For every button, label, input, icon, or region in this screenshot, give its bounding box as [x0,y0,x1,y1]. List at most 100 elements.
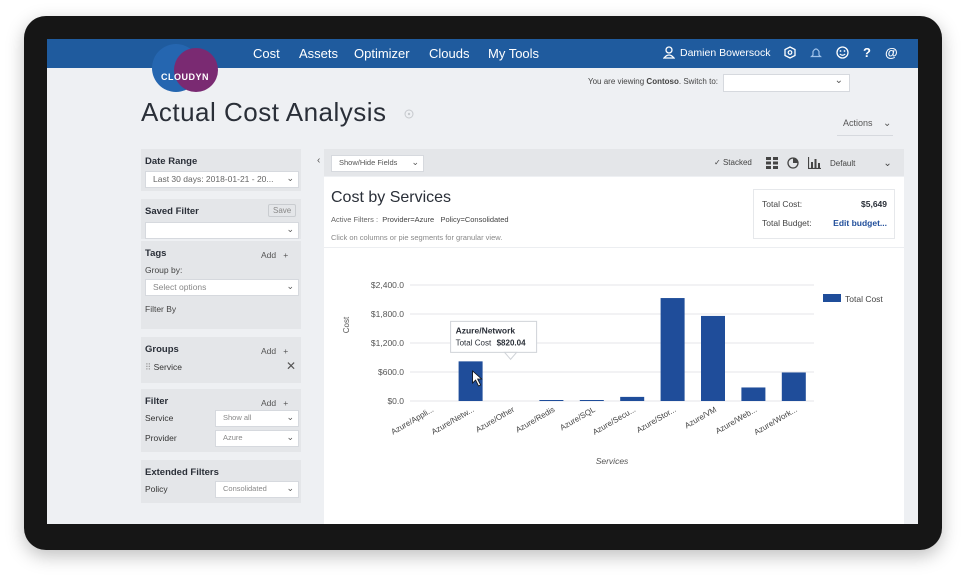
x-axis-label: Services [596,456,629,466]
smiley-icon[interactable] [836,46,849,59]
legend-label: Total Cost [845,294,883,304]
bar[interactable] [660,298,685,401]
filter-add-button[interactable]: Add + [261,398,288,408]
bar[interactable] [539,400,564,401]
pie-chart-icon[interactable] [787,157,799,169]
tooltip-box [450,320,538,353]
top-nav-bar: Cost Assets Optimizer Clouds My Tools Da… [47,39,918,68]
saved-filter-select[interactable]: ⌄ [145,222,299,239]
edit-budget-link[interactable]: Edit budget... [833,218,887,228]
nav-clouds[interactable]: Clouds [429,46,470,61]
date-range-panel: Date Range Last 30 days: 2018-01-21 - 20… [141,149,301,191]
report-title: Cost by Services [331,189,452,206]
bar[interactable] [620,396,645,401]
date-range-select[interactable]: Last 30 days: 2018-01-21 - 20... ⌄ [145,171,299,188]
y-tick-label: $1,200.0 [371,338,404,348]
filter-service-value: Show all [223,413,252,422]
tags-group-by-select[interactable]: Select options ⌄ [145,279,299,296]
policy-value: Consolidated [223,484,267,493]
totals-box: Total Cost: $5,649 Total Budget: Edit bu… [753,189,895,239]
legend-swatch [823,294,841,302]
x-tick-label: Azure/Netw... [430,405,476,437]
nav-optimizer[interactable]: Optimizer [354,46,410,61]
bar[interactable] [579,400,604,401]
x-tick-label: Azure/Secu... [591,405,637,437]
collapse-sidebar-icon[interactable]: ‹ [317,155,321,166]
filter-label: Filter [145,396,169,407]
chevron-down-icon: ⌄ [286,483,294,493]
viewing-prefix: You are viewing [588,77,645,86]
filter-service-select[interactable]: Show all ⌄ [215,410,299,427]
policy-label: Policy [145,484,168,494]
nav-my-tools[interactable]: My Tools [488,46,540,61]
groups-add-button[interactable]: Add + [261,346,288,356]
chevron-down-icon: ⌄ [286,412,294,422]
logo-circle-purple [174,48,218,92]
filter-panel: Filter Add + Service Show all ⌄ Provider… [141,389,301,452]
actions-menu[interactable]: Actions ⌄ [843,118,891,129]
table-view-icon[interactable] [766,157,778,169]
y-axis-label: Cost [342,316,351,333]
x-tick-label: Azure/Web... [714,405,758,436]
user-name[interactable]: Damien Bowersock [680,47,771,59]
x-tick-label: Azure/VM [683,405,718,431]
save-filter-button[interactable]: Save [268,204,297,217]
nav-cost[interactable]: Cost [253,46,280,61]
actions-underline [837,135,893,136]
switch-tenant-select[interactable]: ⌄ [723,74,850,92]
active-filters-label: Active Filters : [331,215,379,224]
filter-provider-select[interactable]: Azure ⌄ [215,430,299,447]
cost-bar-chart[interactable]: $0.0 $600.0 $1,200.0 $1,800.0 $2,400.0 Cost Az… [324,257,904,524]
x-tick-label: Azure/Work... [752,405,798,437]
help-icon[interactable]: ? [863,45,871,60]
chevron-down-icon: ⌄ [286,224,294,234]
show-hide-fields-label: Show/Hide Fields [339,158,398,167]
info-icon[interactable] [404,109,414,119]
bar[interactable] [701,315,725,401]
user-icon [663,46,675,59]
groups-panel: Groups Add + ⠿ Service ✕ [141,337,301,383]
total-budget-label: Total Budget: [762,218,812,228]
cloudyn-logo[interactable]: CLOUDYN [152,44,218,94]
show-hide-fields-select[interactable]: Show/Hide Fields ⌄ [331,155,424,172]
chevron-down-icon: ⌄ [834,75,843,86]
filter-provider-value: Azure [223,433,243,442]
tooltip-category: Azure/Network [456,325,516,335]
remove-group-icon[interactable]: ✕ [286,359,297,373]
bar[interactable] [781,372,806,401]
x-tick-label: Azure/Other [474,405,516,435]
stacked-checkbox[interactable]: ✓ Stacked [714,158,752,167]
at-icon[interactable]: @ [885,45,898,60]
y-tick-label: $0.0 [387,396,404,406]
app-screen: Cost Assets Optimizer Clouds My Tools Da… [47,39,918,524]
extended-filters-label: Extended Filters [145,467,219,478]
settings-icon[interactable] [784,46,796,59]
nav-assets[interactable]: Assets [299,46,339,61]
x-tick-label: Azure/Stor... [635,405,678,435]
bar-chart-icon[interactable] [808,157,821,169]
active-filters: Active Filters : Provider=Azure Policy=C… [331,215,509,224]
bell-icon[interactable] [810,46,822,59]
tags-add-button[interactable]: Add + [261,250,288,260]
total-cost-label: Total Cost: [762,199,803,209]
bar[interactable] [741,387,766,401]
policy-select[interactable]: Consolidated ⌄ [215,481,299,498]
tags-label: Tags [145,248,167,259]
drag-handle-icon: ⠿ [145,362,152,372]
filter-by-label: Filter By [145,304,177,314]
checkmark-icon: ✓ [714,158,721,167]
default-view-select[interactable]: Default ⌄ [830,158,892,169]
active-filter-policy: Policy=Consolidated [440,215,509,224]
plus-icon: + [283,398,289,408]
filter-add-label: Add [261,398,277,408]
report-toolbar: ‹ Show/Hide Fields ⌄ ✓ Stacked Default ⌄ [317,149,904,176]
group-item-service[interactable]: ⠿ Service [145,362,182,373]
filter-provider-label: Provider [145,433,177,443]
report-card: Cost by Services Active Filters : Provid… [324,177,904,524]
filter-service-label: Service [145,413,174,423]
plus-icon: + [283,250,289,260]
groups-add-label: Add [261,346,277,356]
tenant-name: Contoso [646,77,679,86]
logo-text: CLOUDYN [161,72,209,82]
y-tick-label: $2,400.0 [371,280,404,290]
